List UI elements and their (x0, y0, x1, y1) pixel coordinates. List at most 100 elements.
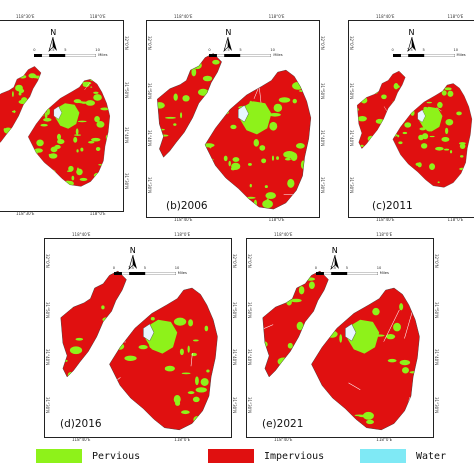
pervious-patch (151, 203, 159, 209)
water-label: Water (416, 450, 447, 462)
impervious-swatch (208, 449, 254, 463)
pervious-patch (398, 141, 403, 145)
pervious-patch (278, 294, 286, 301)
pervious-patch (18, 92, 22, 96)
pervious-patch (296, 72, 310, 77)
pervious-patch (265, 192, 276, 199)
pervious-patch (110, 131, 112, 133)
pervious-patch (153, 291, 161, 293)
pervious-patch (75, 128, 79, 135)
pervious-patch (231, 88, 239, 95)
pervious-patch (260, 41, 266, 47)
pervious-patch (378, 131, 380, 136)
road-line (197, 171, 202, 176)
scale-unit-label: Miles (98, 53, 108, 57)
pervious-patch (53, 379, 58, 381)
pervious-patch (200, 152, 210, 158)
pervious-patch (125, 414, 134, 422)
pervious-patch (118, 407, 126, 415)
pervious-patch (165, 68, 174, 70)
pervious-patch (53, 179, 56, 185)
pervious-patch (339, 334, 343, 343)
pervious-patch (103, 59, 108, 63)
pervious-patch (57, 76, 60, 82)
pervious-patch (21, 144, 27, 147)
pervious-patch (441, 136, 450, 142)
scale-tick-label: 2.5 (407, 48, 413, 52)
pervious-patch (4, 84, 12, 87)
pervious-patch (157, 102, 165, 109)
land-cover-map (0, 58, 112, 187)
pervious-patch (397, 134, 400, 138)
pervious-patch (8, 168, 10, 170)
pervious-patch (357, 146, 360, 148)
pervious-patch (426, 101, 432, 104)
pervious-patch (69, 274, 76, 283)
pervious-patch (21, 97, 28, 104)
district-boundary (0, 66, 110, 187)
pervious-patch (228, 85, 237, 88)
pervious-patch (446, 78, 449, 82)
pervious-patch (195, 376, 199, 386)
pervious-patch (2, 80, 4, 86)
pervious-patch (468, 59, 474, 61)
scale-tick-label: 0 (33, 48, 36, 52)
longitude-tick-top: 118°40'E (274, 232, 293, 237)
pervious-patch (28, 111, 32, 118)
pervious-patch (231, 162, 241, 170)
latitude-tick: 31°40'N (320, 130, 325, 147)
pervious-patch (131, 425, 139, 430)
pervious-patch (207, 194, 212, 203)
pervious-patch (398, 266, 407, 274)
pervious-patch (403, 110, 405, 117)
pervious-patch (12, 91, 14, 98)
pervious-patch (356, 302, 366, 307)
pervious-patch (228, 160, 231, 167)
pervious-patch (358, 182, 360, 188)
pervious-patch (395, 98, 405, 102)
latitude-tick-left: 32°0'N (147, 36, 152, 50)
pervious-patch (110, 406, 114, 414)
road-line (293, 256, 294, 266)
panel-caption: (b)2006 (166, 200, 208, 212)
latitude-tick-left: 31°40'N (349, 130, 354, 147)
pervious-patch (464, 87, 468, 93)
east-district-impervious (311, 288, 420, 430)
pervious-patch (201, 119, 207, 126)
pervious-patch (73, 73, 75, 77)
pervious-patch (86, 262, 94, 269)
pervious-patch (92, 58, 96, 60)
pervious-patch (108, 71, 111, 77)
pervious-patch (270, 297, 273, 306)
pervious-patch (70, 79, 79, 84)
pervious-patch (404, 122, 412, 128)
pervious-patch (263, 385, 267, 388)
pervious-patch (82, 69, 84, 74)
pervious-patch (88, 141, 95, 144)
latitude-tick-left: 32°0'N (45, 254, 50, 268)
pervious-patch (409, 371, 418, 374)
pervious-patch (53, 79, 62, 80)
pervious-patch (352, 172, 355, 175)
pervious-patch (294, 70, 298, 71)
pervious-patch (37, 161, 39, 165)
pervious-patch (217, 109, 229, 115)
central-park-pervious (145, 319, 178, 354)
pervious-patch (40, 79, 44, 85)
pervious-patch (267, 59, 277, 65)
district-boundary (60, 270, 218, 431)
pervious-patch (418, 134, 424, 141)
pervious-patch (51, 69, 53, 71)
latitude-tick: 31°40'N (124, 127, 129, 144)
pervious-patch (60, 293, 69, 300)
pervious-patch (410, 279, 421, 284)
pervious-patch (277, 357, 290, 366)
longitude-tick-top: 118°40'E (72, 232, 91, 237)
pervious-patch (199, 34, 205, 41)
pervious-patch (60, 295, 67, 300)
pervious-patch (376, 278, 382, 285)
pervious-patch (56, 341, 59, 343)
pervious-patch (192, 61, 202, 70)
latitude-tick-left: 31°40'N (147, 130, 152, 147)
pervious-patch (111, 319, 122, 323)
